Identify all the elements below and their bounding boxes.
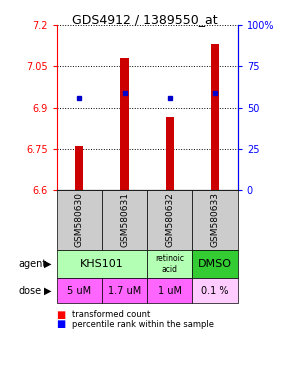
Text: ■: ■ [57,319,66,329]
Text: GSM580632: GSM580632 [165,192,174,247]
Text: GSM580630: GSM580630 [75,192,84,247]
Text: transformed count: transformed count [72,310,151,319]
Text: DMSO: DMSO [198,259,232,269]
Text: ▶: ▶ [44,259,51,269]
Text: 5 uM: 5 uM [67,286,91,296]
Bar [120,58,128,190]
Bar [75,146,83,190]
Text: percentile rank within the sample: percentile rank within the sample [72,320,215,329]
Text: GSM580631: GSM580631 [120,192,129,247]
Text: GSM580633: GSM580633 [211,192,220,247]
Text: dose: dose [19,286,42,296]
Bar [211,44,219,190]
Text: KHS101: KHS101 [80,259,124,269]
Text: GDS4912 / 1389550_at: GDS4912 / 1389550_at [72,13,218,26]
Text: 0.1 %: 0.1 % [201,286,229,296]
Bar [166,117,174,190]
Text: agent: agent [19,259,47,269]
Text: 1 uM: 1 uM [158,286,182,296]
Text: retinoic
acid: retinoic acid [155,254,184,274]
Text: 1.7 uM: 1.7 uM [108,286,141,296]
Text: ▶: ▶ [44,286,51,296]
Text: ■: ■ [57,310,66,320]
